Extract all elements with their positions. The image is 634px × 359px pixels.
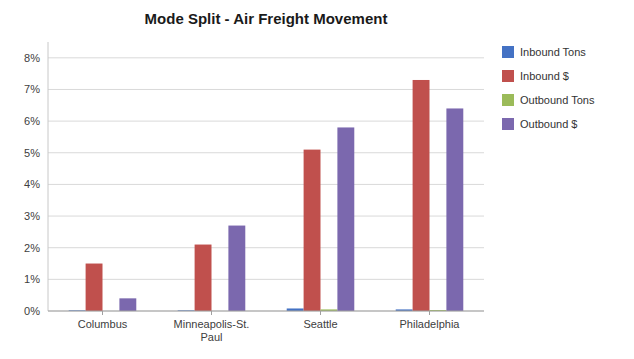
x-tick (429, 311, 430, 315)
y-axis-line (48, 42, 49, 311)
x-tick-label: Columbus (78, 318, 128, 330)
bar (337, 127, 354, 311)
legend-swatch (502, 118, 514, 130)
legend-swatch (502, 70, 514, 82)
y-tick-label: 5% (24, 147, 40, 159)
bars (69, 80, 464, 311)
legend-swatch (502, 94, 514, 106)
x-tick-label: Minneapolis-St.Paul (174, 318, 250, 343)
bar (446, 108, 463, 311)
y-tick-label: 4% (24, 178, 40, 190)
bar (119, 298, 136, 311)
y-tick-label: 0% (24, 305, 40, 317)
y-tick-label: 3% (24, 210, 40, 222)
chart-title: Mode Split - Air Freight Movement (145, 10, 388, 27)
grid-line (48, 311, 484, 312)
legend: Inbound Tons Inbound $ Outbound Tons Outbou… (502, 46, 595, 130)
chart-container: Mode Split - Air Freight Movement 0% 1% 2% 3… (0, 0, 634, 359)
legend-label: Inbound Tons (520, 46, 586, 58)
x-tick-label: Philadelphia (400, 318, 461, 330)
y-tick-label: 7% (24, 83, 40, 95)
x-axis-line (48, 311, 484, 312)
y-tick-label: 1% (24, 273, 40, 285)
legend-label: Outbound $ (520, 118, 578, 130)
bar (413, 80, 430, 311)
grid (48, 58, 484, 311)
x-tick (320, 311, 321, 315)
bar (195, 245, 212, 311)
y-tick-label: 6% (24, 115, 40, 127)
legend-label: Inbound $ (520, 70, 569, 82)
legend-swatch (502, 46, 514, 58)
x-tick (211, 311, 212, 315)
chart-svg: Mode Split - Air Freight Movement 0% 1% 2% 3… (0, 0, 634, 359)
x-tick-label: Seattle (303, 318, 337, 330)
grid-line (48, 57, 484, 58)
bar (228, 226, 245, 311)
x-tick (102, 311, 103, 315)
y-tick-label: 2% (24, 242, 40, 254)
legend-label: Outbound Tons (520, 94, 595, 106)
y-tick-label: 8% (24, 52, 40, 64)
bar (304, 150, 321, 311)
bar (86, 264, 103, 311)
